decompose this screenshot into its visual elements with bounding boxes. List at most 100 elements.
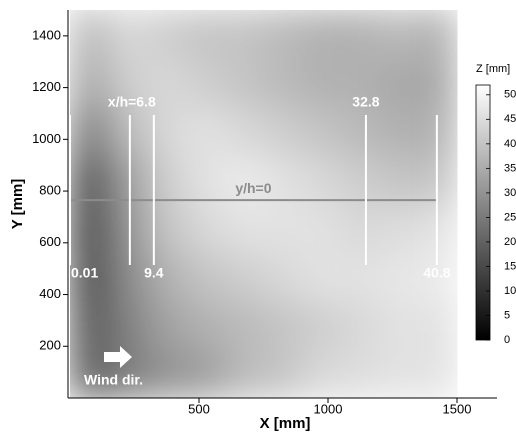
heatmap-cell bbox=[340, 10, 381, 59]
wind-arrow bbox=[104, 346, 132, 368]
heatmap-cell bbox=[379, 58, 419, 108]
heatmap-cell bbox=[224, 10, 264, 59]
heatmap-cell bbox=[340, 300, 381, 350]
y-tick-label: 200 bbox=[39, 338, 61, 353]
heatmap-cell bbox=[108, 203, 148, 253]
colorbar-tick-label: 15 bbox=[504, 260, 516, 272]
heatmap-cell bbox=[263, 10, 303, 59]
wind-label: Wind dir. bbox=[84, 372, 143, 388]
heatmap-cell bbox=[108, 58, 148, 108]
heatmap-cell bbox=[70, 203, 110, 253]
heatmap-cell bbox=[263, 58, 303, 108]
heatmap-cell bbox=[185, 349, 226, 398]
heatmap-cell bbox=[379, 252, 419, 302]
profile-label: 32.8 bbox=[352, 94, 379, 110]
heatmap-cell bbox=[185, 155, 226, 205]
heatmap-cell bbox=[185, 300, 226, 350]
y-tick-label: 1200 bbox=[32, 79, 61, 94]
heatmap-cell bbox=[224, 106, 264, 156]
colorbar-label: Z [mm] bbox=[476, 63, 510, 75]
x-tick-label: 500 bbox=[188, 401, 210, 416]
heatmap-cell bbox=[108, 106, 148, 156]
heatmap-cell bbox=[224, 252, 264, 302]
heatmap-cell bbox=[379, 203, 419, 253]
profile-label: 40.8 bbox=[423, 265, 450, 281]
heatmap-cell bbox=[263, 252, 303, 302]
y-tick-label: 600 bbox=[39, 234, 61, 249]
overlay: y/h=0 0.01 x/h=6.8 9.4 32.8 40.8 bbox=[69, 94, 451, 281]
heatmap-cell bbox=[224, 58, 264, 108]
x-tick-label: 1000 bbox=[314, 401, 343, 416]
heatmap-cell bbox=[108, 155, 148, 205]
heatmap-cell bbox=[146, 10, 187, 59]
heatmap-cell bbox=[185, 58, 226, 108]
heatmap-cell bbox=[379, 300, 419, 350]
heatmap-cell bbox=[70, 58, 110, 108]
y-tick-label: 1000 bbox=[32, 131, 61, 146]
colorbar-tick-label: 35 bbox=[504, 162, 516, 174]
heatmap-cell bbox=[263, 203, 303, 253]
heatmap-cell bbox=[70, 300, 110, 350]
heatmap-cell bbox=[301, 300, 342, 350]
heatmap-cell bbox=[301, 349, 342, 398]
heatmap-cell bbox=[185, 203, 226, 253]
heatmap-cell bbox=[185, 10, 226, 59]
colorbar-tick-label: 5 bbox=[504, 309, 510, 321]
x-tick-label: 1500 bbox=[443, 401, 472, 416]
heatmap-cells bbox=[70, 10, 458, 398]
colorbar-tick-label: 45 bbox=[504, 113, 516, 125]
colorbar-tick-label: 40 bbox=[504, 138, 516, 150]
profile-label: x/h=6.8 bbox=[108, 94, 156, 110]
heatmap-cell bbox=[146, 300, 187, 350]
heatmap-cell bbox=[263, 349, 303, 398]
heatmap-cell bbox=[417, 58, 458, 108]
colorbar-tick-label: 0 bbox=[504, 334, 510, 346]
heatmap-cell bbox=[301, 252, 342, 302]
colorbar-gradient bbox=[475, 84, 491, 341]
heatmap-cell bbox=[108, 252, 148, 302]
heatmap-cell bbox=[185, 106, 226, 156]
heatmap-cell bbox=[379, 106, 419, 156]
heatmap-cell bbox=[417, 300, 458, 350]
heatmap-cell bbox=[379, 349, 419, 398]
colorbar-tick-label: 20 bbox=[504, 236, 516, 248]
x-axis-label: X [mm] bbox=[260, 415, 311, 432]
heatmap-cell bbox=[340, 106, 381, 156]
heatmap-cell bbox=[263, 155, 303, 205]
heatmap-cell bbox=[301, 203, 342, 253]
heatmap-cell bbox=[379, 155, 419, 205]
colorbar-tick-label: 10 bbox=[504, 285, 516, 297]
heatmap-cell bbox=[224, 300, 264, 350]
heatmap-cell bbox=[301, 106, 342, 156]
heatmap-cell bbox=[146, 349, 187, 398]
y-tick-label: 800 bbox=[39, 183, 61, 198]
colorbar-tick-label: 25 bbox=[504, 211, 516, 223]
heatmap-cell bbox=[70, 106, 110, 156]
heatmap-cell bbox=[108, 300, 148, 350]
heatmap-cell bbox=[340, 349, 381, 398]
y-axis-label: Y [mm] bbox=[9, 179, 26, 230]
profile-label: 0.01 bbox=[71, 265, 98, 281]
heatmap-cell bbox=[340, 252, 381, 302]
heatmap-cell bbox=[108, 10, 148, 59]
heatmap-cell bbox=[70, 155, 110, 205]
colorbar: Z [mm] 0 5 10 15 20 25 30 35 40 45 50 bbox=[475, 63, 516, 346]
heatmap-cell bbox=[185, 252, 226, 302]
heatmap-cell bbox=[224, 349, 264, 398]
y-tick-label: 400 bbox=[39, 286, 61, 301]
colorbar-tick-label: 50 bbox=[504, 89, 516, 101]
heatmap-cell bbox=[340, 58, 381, 108]
transect-label: y/h=0 bbox=[235, 180, 271, 196]
heatmap-cell bbox=[263, 300, 303, 350]
heatmap-cell bbox=[417, 349, 458, 398]
heatmap-cell bbox=[301, 10, 342, 59]
heatmap-cell bbox=[70, 349, 110, 398]
heatmap-cell bbox=[263, 106, 303, 156]
heatmap-cell bbox=[379, 10, 419, 59]
heatmap-cell bbox=[301, 155, 342, 205]
heatmap-area bbox=[70, 10, 458, 398]
heatmap-cell bbox=[70, 10, 110, 59]
heatmap-cell bbox=[301, 58, 342, 108]
heatmap-cell bbox=[224, 203, 264, 253]
